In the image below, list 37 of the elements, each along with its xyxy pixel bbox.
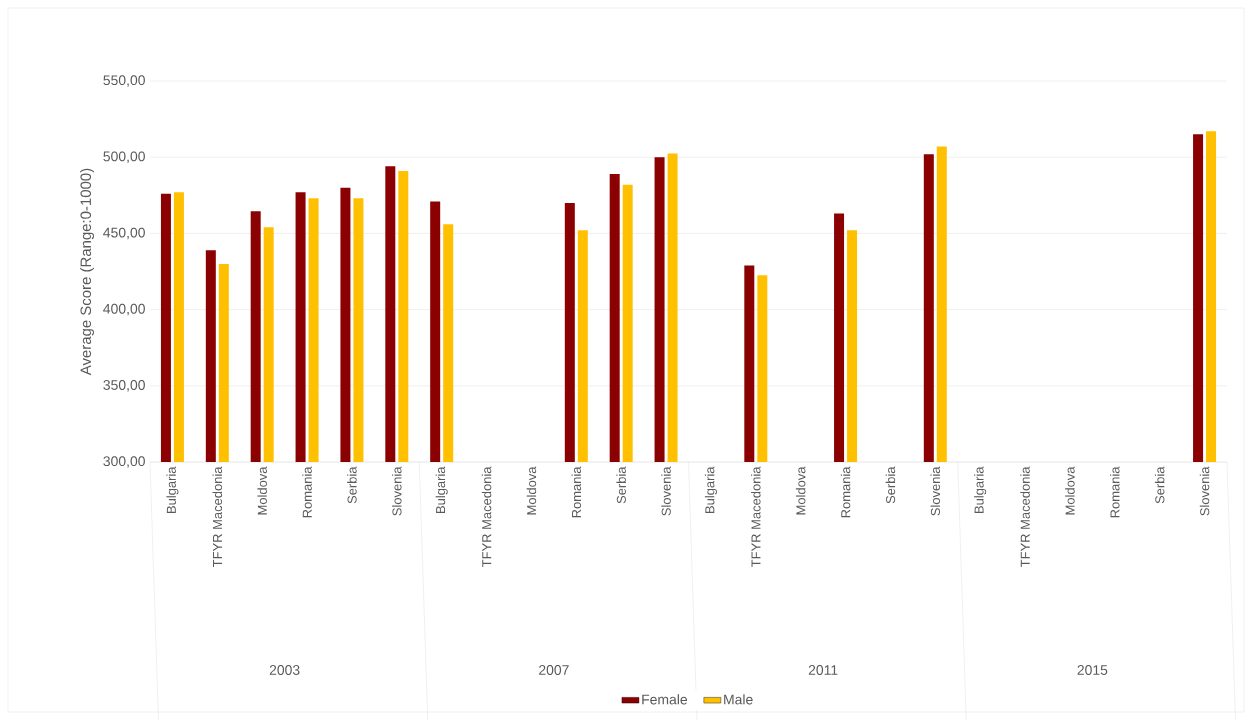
x-tick-label: Slovenia [1199,466,1210,516]
x-tick-label: Moldova [257,466,267,515]
x-tick-label: Serbia [885,466,896,504]
x-tick-label: Slovenia [930,466,941,516]
text: 2007 [539,665,569,675]
x-tick-label: Bulgaria [435,466,448,513]
x-tick-label: Romania [1110,466,1120,518]
text: 2015 [1077,665,1108,675]
x-tick-label: Romania [571,466,582,518]
y-tick-label: 450,00 [103,227,145,240]
x-tick-label: TFYR Macedonia [751,466,761,567]
x-tick-label: Slovenia [661,466,671,516]
x-tick-label: TFYR Macedonia [1020,466,1030,567]
legend-label: Female [642,694,688,705]
y-tick-label: 500,00 [103,151,145,163]
legend-label: Male [724,694,753,705]
x-tick-label: Romania [302,466,312,518]
x-tick-label: Bulgaria [974,466,987,513]
text: 2011 [808,665,838,675]
x-tick-label: Romania [840,466,851,518]
x-tick-label: Serbia [616,466,626,504]
x-tick-label: TFYR Macedonia [212,466,223,567]
x-tick-label: Moldova [526,466,537,515]
x-tick-label: Moldova [795,466,806,515]
y-tick-label: 300,00 [103,456,145,468]
x-tick-label: Bulgaria [704,466,717,513]
text: 2003 [269,665,300,675]
x-tick-label: TFYR Macedonia [481,466,492,567]
y-tick-label: 350,00 [103,380,145,392]
y-axis-title: Average Score (Range:0-1000) [80,168,94,376]
x-tick-label: Serbia [1154,466,1165,504]
x-tick-label: Serbia [347,466,357,504]
x-tick-label: Slovenia [392,466,402,516]
y-tick-label: 550,00 [103,75,145,87]
x-tick-label: Moldova [1065,466,1075,515]
y-tick-label: 400,00 [103,303,145,316]
x-tick-label: Bulgaria [166,466,179,513]
